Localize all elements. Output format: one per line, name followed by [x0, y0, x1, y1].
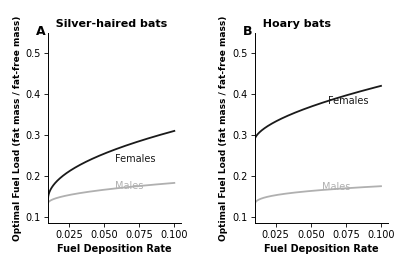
Text: Males: Males [322, 181, 350, 191]
Text: Males: Males [115, 181, 144, 191]
Text: B: B [242, 25, 252, 38]
Y-axis label: Optimal Fuel Load (fat mass / fat-free mass): Optimal Fuel Load (fat mass / fat-free m… [12, 15, 22, 240]
Text: Hoary bats: Hoary bats [255, 19, 331, 29]
Text: A: A [36, 25, 45, 38]
X-axis label: Fuel Deposition Rate: Fuel Deposition Rate [57, 244, 172, 254]
Text: Females: Females [115, 154, 156, 164]
Y-axis label: Optimal Fuel Load (fat mass / fat-free mass): Optimal Fuel Load (fat mass / fat-free m… [219, 15, 228, 240]
Text: Females: Females [328, 96, 368, 106]
Text: Silver-haired bats: Silver-haired bats [48, 19, 167, 29]
X-axis label: Fuel Deposition Rate: Fuel Deposition Rate [264, 244, 379, 254]
